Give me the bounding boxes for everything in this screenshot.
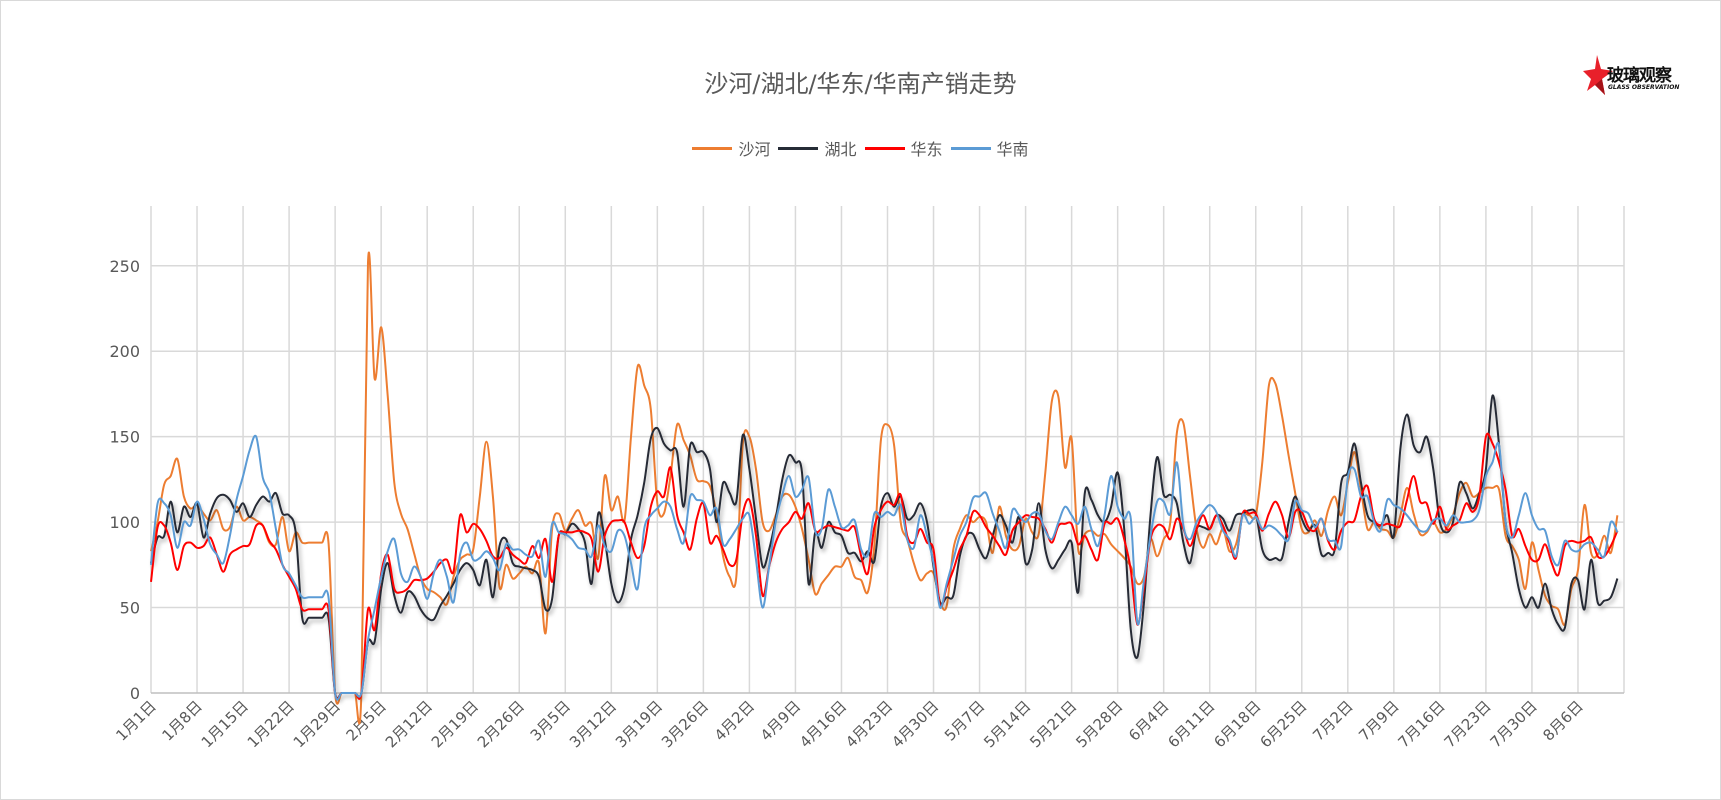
logo: 玻璃观察 GLASS OBSERVATION — [1583, 55, 1693, 105]
logo-text-cn: 玻璃观察 — [1607, 66, 1672, 86]
x-tick-label: 6月25日 — [1256, 697, 1310, 751]
x-tick-label: 1月29日 — [290, 697, 344, 751]
legend-line-hubei — [778, 146, 819, 150]
series-lines — [150, 251, 1619, 725]
x-tick-label: 4月16日 — [796, 697, 850, 751]
x-axis: 1月1日1月8日1月15日1月22日1月29日2月5日2月12日2月19日2月2… — [112, 697, 1586, 751]
logo-text-en: GLASS OBSERVATION — [1608, 84, 1680, 91]
y-tick-label: 200 — [109, 342, 140, 361]
legend-line-huadong — [864, 146, 905, 150]
x-tick-label: 1月15日 — [198, 697, 252, 751]
legend-item-huanan[interactable]: 华南 — [950, 136, 1029, 160]
y-axis: 0 50 100 150 200 250 — [109, 257, 140, 703]
x-tick-label: 1月1日 — [112, 697, 159, 744]
x-tick-label: 4月23日 — [842, 697, 896, 751]
legend: 沙河 湖北 华东 华南 — [0, 136, 1721, 160]
x-tick-label: 2月12日 — [382, 697, 436, 751]
x-tick-label: 5月28日 — [1072, 697, 1126, 751]
x-tick-label: 4月30日 — [888, 697, 942, 751]
series-line-2 — [150, 432, 1619, 700]
x-tick-label: 7月30日 — [1487, 697, 1541, 751]
y-tick-label: 250 — [109, 257, 140, 276]
y-tick-label: 100 — [109, 513, 140, 532]
legend-item-huadong[interactable]: 华东 — [864, 136, 943, 160]
x-tick-label: 5月21日 — [1026, 697, 1080, 751]
x-tick-label: 7月2日 — [1309, 697, 1356, 744]
legend-item-shahe[interactable]: 沙河 — [692, 136, 770, 160]
series-line-1 — [150, 394, 1619, 700]
legend-line-huanan — [950, 146, 991, 150]
chart-title: 沙河/湖北/华东/华南产销走势 — [704, 70, 1017, 98]
x-tick-label: 2月26日 — [474, 697, 528, 751]
series-line-0 — [150, 251, 1619, 725]
x-tick-label: 2月19日 — [428, 697, 482, 751]
red-star-icon — [1583, 55, 1613, 95]
y-tick-label: 150 — [109, 428, 140, 447]
x-tick-label: 7月23日 — [1441, 697, 1495, 751]
x-tick-label: 3月19日 — [612, 697, 666, 751]
legend-line-shahe — [692, 146, 733, 150]
y-tick-label: 0 — [130, 684, 140, 703]
series-line-3 — [150, 434, 1619, 701]
x-tick-label: 8月6日 — [1539, 697, 1586, 744]
x-tick-label: 4月2日 — [711, 697, 758, 744]
legend-label: 华东 — [910, 140, 943, 159]
legend-label: 华南 — [996, 140, 1029, 159]
legend-item-hubei[interactable]: 湖北 — [778, 136, 857, 160]
x-tick-label: 1月22日 — [244, 697, 298, 751]
legend-label: 沙河 — [738, 140, 771, 159]
x-tick-label: 3月12日 — [566, 697, 620, 751]
y-tick-label: 50 — [120, 599, 140, 618]
x-tick-label: 6月18日 — [1210, 697, 1264, 751]
x-tick-label: 6月11日 — [1164, 697, 1218, 751]
x-tick-label: 3月26日 — [658, 697, 712, 751]
x-tick-label: 7月16日 — [1395, 697, 1449, 751]
gridlines — [150, 206, 1625, 694]
x-tick-label: 5月14日 — [980, 697, 1034, 751]
legend-label: 湖北 — [824, 140, 857, 159]
